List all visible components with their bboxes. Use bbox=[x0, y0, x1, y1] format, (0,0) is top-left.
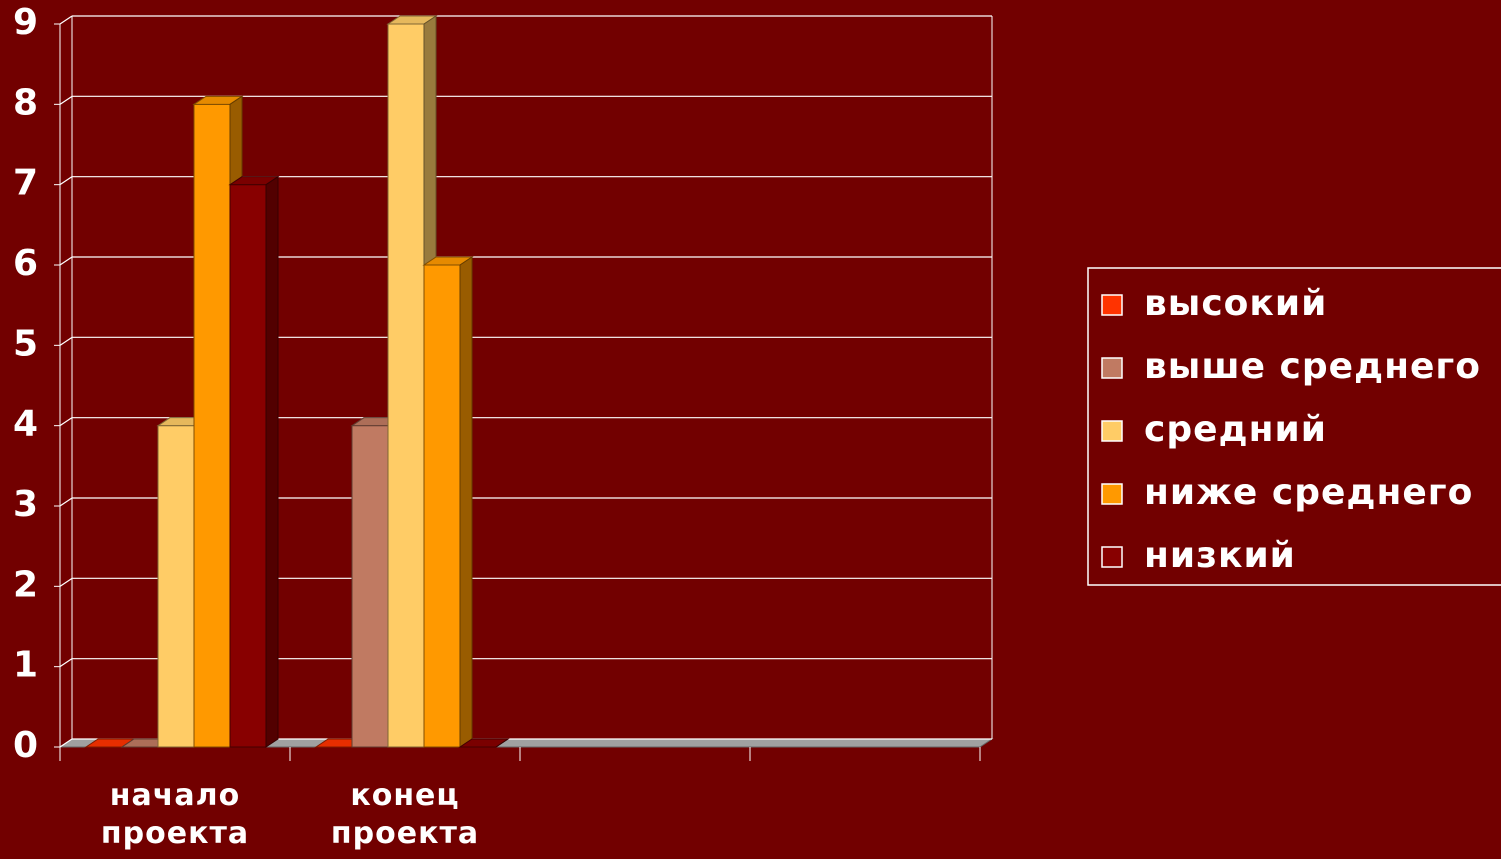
legend-label: выше среднего bbox=[1144, 346, 1481, 387]
grid-line-side bbox=[59, 176, 73, 186]
legend-swatch bbox=[1101, 294, 1123, 316]
bar-front bbox=[193, 103, 231, 748]
legend-swatch bbox=[1101, 483, 1123, 505]
bar-front bbox=[423, 264, 461, 748]
legend-box bbox=[1087, 267, 1501, 586]
grid-line-side bbox=[59, 95, 73, 105]
grid-line-side bbox=[59, 577, 73, 587]
y-tick-label: 8 bbox=[13, 82, 38, 123]
legend-label: ниже среднего bbox=[1144, 472, 1473, 513]
y-tick-label: 7 bbox=[13, 163, 38, 204]
bar-front bbox=[157, 425, 195, 748]
legend-swatch bbox=[1101, 546, 1123, 568]
bar-side bbox=[459, 256, 473, 748]
y-tick-label: 2 bbox=[13, 564, 38, 605]
bar-front bbox=[229, 184, 267, 748]
legend-label: высокий bbox=[1144, 283, 1327, 324]
grid-line-side bbox=[59, 336, 73, 346]
grid-line-side bbox=[59, 738, 73, 748]
bar-side bbox=[265, 175, 279, 748]
y-tick-label: 1 bbox=[13, 645, 38, 686]
y-tick-label: 3 bbox=[13, 484, 38, 525]
y-tick-label: 4 bbox=[13, 404, 38, 445]
legend-label: низкий bbox=[1144, 535, 1296, 576]
x-tick-label: конец проекта bbox=[330, 778, 480, 851]
bar-front bbox=[351, 425, 389, 748]
y-tick-label: 9 bbox=[13, 2, 38, 43]
bar-side bbox=[495, 738, 509, 748]
legend-swatch bbox=[1101, 357, 1123, 379]
bar-front bbox=[387, 23, 425, 748]
y-tick-label: 6 bbox=[13, 243, 38, 284]
legend-swatch bbox=[1101, 420, 1123, 442]
grid-line-side bbox=[59, 15, 73, 25]
grid-line-side bbox=[59, 417, 73, 427]
grid-line-side bbox=[59, 497, 73, 507]
x-tick-label: начало проекта bbox=[100, 778, 250, 851]
legend-label: средний bbox=[1144, 409, 1327, 450]
y-tick-label: 5 bbox=[13, 323, 38, 364]
y-tick-label: 0 bbox=[13, 725, 38, 766]
grid-line-side bbox=[59, 658, 73, 668]
grid-line-side bbox=[59, 256, 73, 266]
